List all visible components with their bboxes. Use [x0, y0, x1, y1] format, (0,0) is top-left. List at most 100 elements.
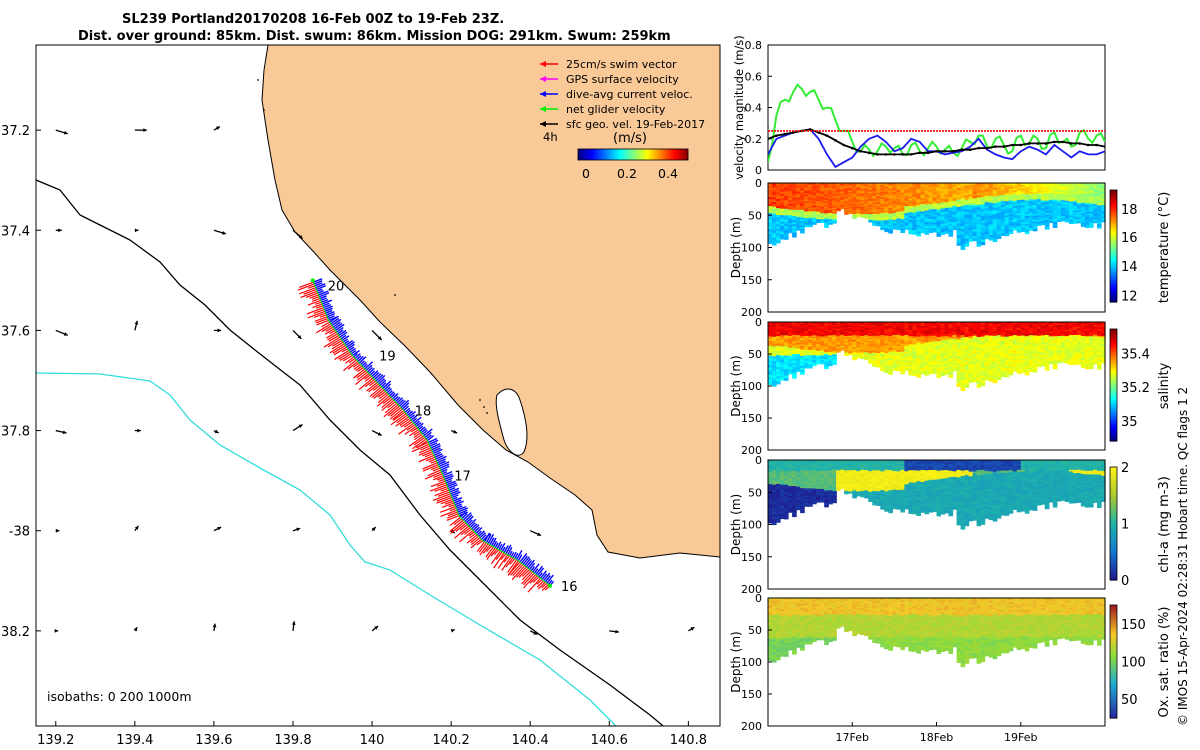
section-cell [1064, 212, 1070, 215]
dive-avg-current-vector [499, 542, 506, 552]
section-cell [984, 208, 990, 212]
section-cell [888, 324, 893, 327]
section-cell [880, 190, 885, 193]
section-cell [1000, 359, 1006, 363]
section-cell [816, 187, 821, 190]
section-cell [1076, 347, 1082, 351]
section-cell [968, 227, 974, 231]
section-cell [824, 362, 829, 366]
section-cell [812, 183, 817, 186]
section-cell [796, 331, 801, 335]
section-colorbar-segment [1110, 236, 1117, 240]
section-cell [992, 326, 998, 330]
section-cell [1020, 345, 1026, 348]
velocity-black-point [1053, 140, 1056, 144]
section-cell [1068, 331, 1074, 335]
section-cell [820, 328, 825, 331]
section-cell [1036, 191, 1042, 194]
section-cell [924, 218, 930, 222]
section-cell [820, 337, 825, 341]
section-cell [1068, 200, 1074, 203]
section-cell [968, 185, 974, 189]
section-cell [864, 343, 869, 346]
section-cell [1004, 345, 1010, 348]
section-cell [1060, 335, 1066, 339]
section-cell [768, 194, 773, 198]
section-cell [892, 336, 897, 340]
section-cell [1016, 335, 1022, 339]
section-cell [900, 339, 905, 343]
section-cell [932, 324, 938, 327]
section-cell [872, 216, 877, 220]
section-cell [968, 333, 974, 337]
swim-vector [390, 413, 407, 426]
section-cell [1000, 231, 1006, 234]
speed-colorbar-segment [631, 149, 633, 160]
section-cell [836, 207, 841, 210]
map-x-tick-label: 140.2 [433, 733, 470, 748]
section-cell [944, 350, 950, 353]
section-cell [992, 232, 998, 236]
section-cell [788, 230, 793, 234]
section-colorbar-segment [1110, 277, 1117, 281]
section-cell [1064, 351, 1070, 355]
section-cell [792, 211, 797, 215]
section-cell [904, 340, 909, 344]
section-cell [1028, 365, 1034, 369]
speed-colorbar-segment [598, 149, 600, 160]
geo-velocity-arrowhead [63, 130, 68, 135]
velocity-black-point [968, 148, 972, 151]
section-cell [960, 185, 966, 189]
section-cell [848, 205, 853, 207]
section-cell [968, 345, 974, 349]
section-cell [900, 228, 905, 232]
section-cell [1093, 204, 1098, 207]
section-cell [864, 200, 869, 203]
section-cell [812, 340, 817, 343]
section-cell [980, 194, 986, 198]
section-cell [776, 355, 781, 359]
section-cell [816, 183, 821, 186]
section-cell [924, 202, 930, 206]
dive-avg-current-vector [530, 565, 536, 572]
swim-vector [439, 506, 456, 513]
section-cell [1004, 223, 1010, 227]
swim-vector [411, 443, 430, 453]
section-cell [792, 341, 797, 345]
section-cell [896, 338, 901, 342]
section-cell [820, 350, 825, 354]
section-cell [800, 338, 805, 341]
speed-colorbar-segment [676, 149, 678, 160]
section-cell [852, 204, 857, 207]
section-cell [904, 323, 909, 327]
section-cell [908, 216, 913, 219]
section-cell [812, 361, 817, 365]
section-cell [980, 346, 986, 350]
section-cell [1064, 196, 1070, 199]
section-cell [1044, 346, 1050, 349]
section-cell [808, 350, 813, 353]
dive-avg-current-vector [360, 360, 365, 365]
section-cell [856, 214, 861, 217]
velocity-black-point [918, 151, 921, 155]
section-cell [884, 194, 889, 197]
section-cell [964, 224, 970, 228]
section-cell [824, 194, 829, 198]
section-cell [868, 220, 873, 223]
section-cell [992, 203, 998, 207]
section-cell [984, 326, 990, 330]
section-cell [1060, 204, 1066, 207]
section-cell [828, 186, 833, 189]
section-cell [900, 324, 905, 327]
section-cell [856, 202, 861, 205]
section-cell [928, 207, 934, 211]
section-cell [812, 198, 817, 202]
section-cell [860, 202, 865, 205]
section-cell [824, 329, 829, 332]
section-cell [1052, 196, 1058, 200]
section-cell [904, 214, 909, 218]
section-cell [884, 209, 889, 212]
section-cell [1000, 332, 1006, 336]
section-cell [988, 324, 994, 328]
swim-vector [355, 365, 363, 372]
